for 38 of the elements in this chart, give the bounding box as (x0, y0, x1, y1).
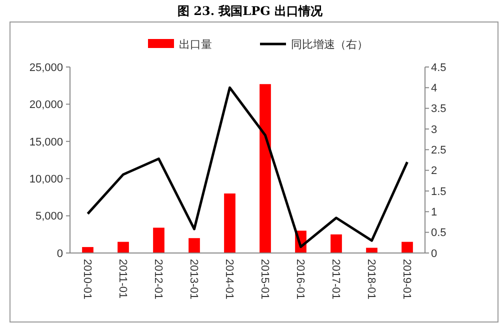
y2-tick-label: 1.5 (431, 186, 446, 198)
bar (188, 238, 200, 253)
line-series (86, 86, 408, 248)
bar (330, 234, 342, 253)
x-tick-label: 2011-01 (116, 259, 128, 299)
y2-tick-label: 2 (431, 165, 438, 178)
bar (224, 193, 236, 253)
y-tick-label: 25,000 (29, 62, 63, 74)
y2-tick-label: 4.5 (431, 62, 446, 74)
bar (260, 84, 271, 253)
x-tick-label: 2018-01 (364, 259, 377, 300)
legend-label: 出口量 (179, 38, 212, 51)
y-tick-label: 20,000 (29, 99, 63, 112)
bar (82, 247, 94, 253)
y2-tick-label: 1 (431, 206, 438, 219)
y2-tick-label: 3 (431, 124, 438, 136)
y2-tick-label: 0.5 (431, 227, 446, 240)
y-tick-label: 15,000 (29, 136, 63, 148)
legend-label: 同比增速（右） (291, 38, 368, 51)
x-tick-label: 2014-01 (222, 259, 235, 300)
x-tick-label: 2017-01 (329, 259, 342, 300)
y2-tick-label: 4 (431, 82, 438, 95)
x-tick-label: 2019-01 (400, 259, 412, 300)
x-tick-label: 2012-01 (152, 259, 164, 300)
bar (402, 242, 413, 253)
y-tick-label: 5,000 (35, 210, 63, 223)
bar (153, 228, 164, 253)
y2-tick-label: 3.5 (431, 103, 446, 116)
y2-tick-label: 2.5 (431, 144, 446, 157)
bar (118, 242, 129, 253)
y2-tick-label: 0 (431, 248, 438, 260)
x-tick-label: 2016-01 (294, 259, 306, 300)
x-tick-label: 2013-01 (187, 259, 200, 300)
y-tick-label: 10,000 (29, 173, 63, 186)
y-tick-label: 0 (56, 248, 63, 260)
x-tick-label: 2010-01 (80, 259, 93, 300)
chart-title: 图 23. 我国LPG 出口情况 (177, 4, 324, 18)
x-tick-label: 2015-01 (258, 259, 270, 300)
